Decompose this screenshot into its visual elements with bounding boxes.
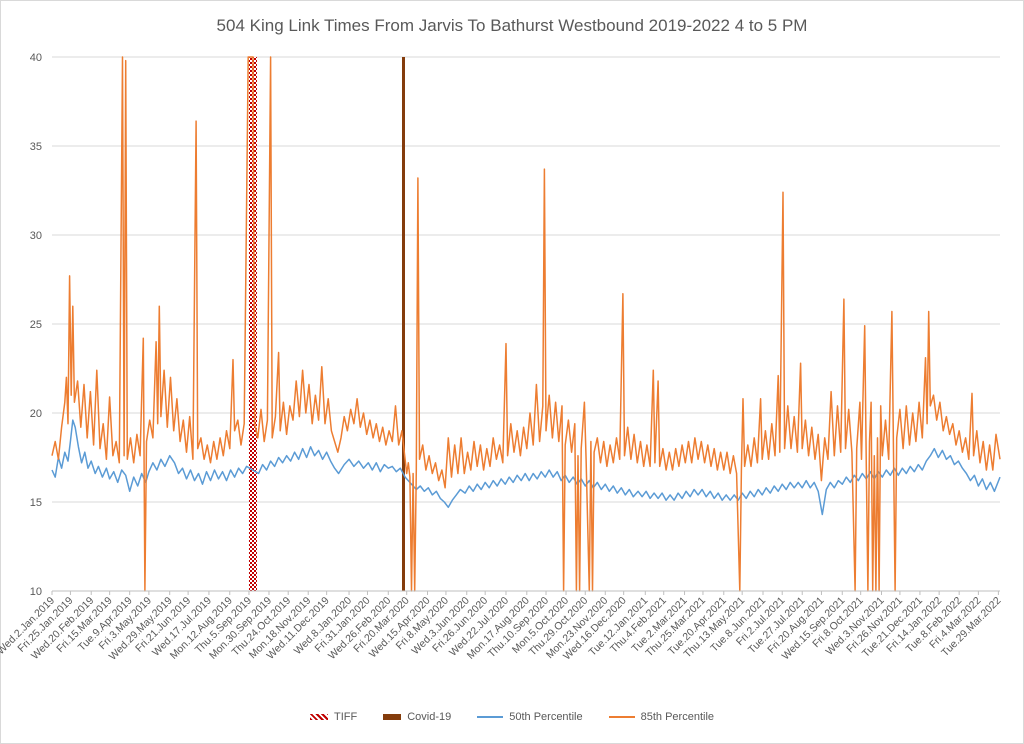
- y-tick-label: 15: [30, 497, 42, 509]
- y-tick-label: 40: [30, 52, 42, 64]
- x-axis-ticks: Wed.2.Jan.2019Fri.25.Jan.2019Wed.20.Feb.…: [0, 590, 1004, 663]
- legend: TIFF Covid-19 50th Percentile 85th Perce…: [0, 711, 1024, 723]
- legend-label-covid: Covid-19: [407, 711, 452, 723]
- legend-item-85th: 85th Percentile: [608, 711, 715, 723]
- y-tick-label: 30: [30, 230, 42, 242]
- y-tick-label: 10: [30, 586, 42, 598]
- y-tick-label: 25: [30, 319, 42, 331]
- legend-swatch-tiff: [309, 714, 328, 720]
- series-line-85th-percentile: [51, 56, 1001, 592]
- legend-label-85th: 85th Percentile: [640, 711, 715, 723]
- series-line-50th-percentile: [51, 419, 1001, 516]
- legend-swatch-50th: [477, 716, 504, 718]
- y-tick-label: 35: [30, 141, 42, 153]
- legend-label-tiff: TIFF: [333, 711, 358, 723]
- event-markers: [248, 57, 405, 591]
- legend-swatch-85th: [608, 716, 635, 718]
- y-tick-label: 20: [30, 408, 42, 420]
- legend-label-50th: 50th Percentile: [509, 711, 583, 723]
- chart-title: 504 King Link Times From Jarvis To Bathu…: [216, 16, 808, 35]
- series-lines: [51, 56, 1001, 592]
- event-band-tiff: [248, 57, 257, 591]
- event-line-covid: [401, 57, 405, 591]
- y-axis-ticks: 10 15 20 25 30 35 40: [30, 52, 42, 598]
- legend-item-covid: Covid-19: [383, 711, 451, 723]
- legend-item-tiff: TIFF: [309, 711, 358, 723]
- legend-item-50th: 50th Percentile: [477, 711, 583, 723]
- legend-swatch-covid: [383, 714, 402, 720]
